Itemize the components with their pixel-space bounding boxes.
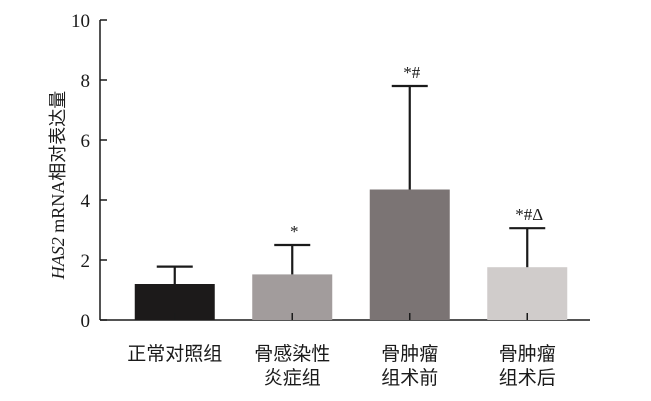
bar bbox=[369, 189, 450, 320]
y-axis-label: HAS2 mRNA相对表达量 bbox=[48, 91, 68, 281]
y-tick-label: 10 bbox=[71, 11, 90, 32]
x-tick-label: 炎症组 bbox=[264, 367, 321, 389]
y-tick-label: 0 bbox=[81, 311, 91, 332]
x-tick-label: 骨肿瘤 bbox=[499, 343, 556, 365]
significance-label: *#Δ bbox=[515, 205, 543, 224]
x-tick-label: 组术前 bbox=[381, 367, 438, 389]
y-tick-label: 4 bbox=[81, 191, 91, 212]
y-axis-label-gene: HAS2 bbox=[48, 237, 68, 280]
x-tick-label: 正常对照组 bbox=[127, 343, 222, 365]
bar bbox=[487, 267, 568, 320]
bar bbox=[252, 274, 333, 320]
significance-label: * bbox=[290, 222, 299, 241]
significance-label: *# bbox=[403, 63, 421, 82]
bars: * *# *#Δ bbox=[134, 63, 568, 320]
y-axis-label-text: mRNA相对表达量 bbox=[48, 91, 68, 238]
y-tick-label: 2 bbox=[81, 251, 91, 272]
x-tick-label: 骨感染性 bbox=[254, 343, 330, 365]
y-tick-label: 6 bbox=[81, 131, 91, 152]
x-tick-label: 组术后 bbox=[499, 367, 556, 389]
x-tick-label: 骨肿瘤 bbox=[381, 343, 438, 365]
y-tick-label: 8 bbox=[81, 71, 91, 92]
